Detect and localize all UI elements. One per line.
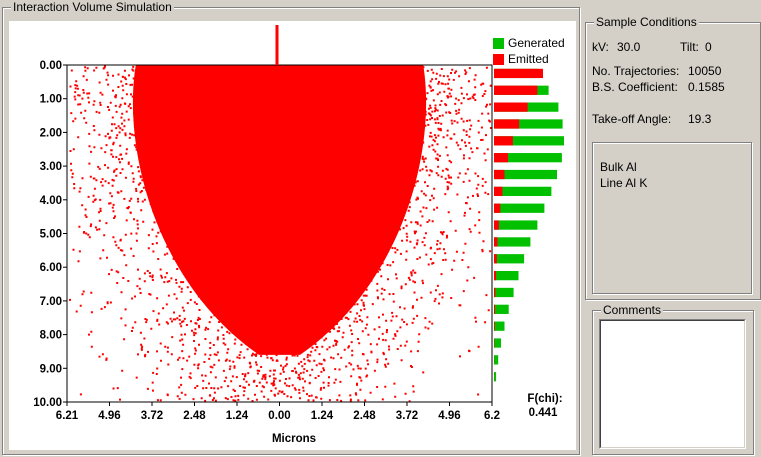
generated-bar [494,136,564,146]
y-tick-label: 3.00 [40,161,62,173]
x-tick-label: 2.48 [353,410,376,422]
emitted-bar [494,136,513,146]
x-tick-label: 3.72 [396,410,418,422]
bs-coefficient-value: 0.1585 [688,80,725,94]
emitted-bar [494,254,497,264]
legend-generated-label: Generated [508,36,565,50]
x-tick-label: 1.24 [226,410,249,422]
takeoff-angle-value: 19.3 [688,112,712,126]
emitted-bar [494,68,543,79]
emitted-bar [494,119,520,129]
bs-coefficient-label: B.S. Coefficient: [592,80,678,94]
y-tick-label: 5.00 [40,229,62,241]
emitted-bar [494,237,498,247]
emitted-bar [494,186,503,197]
legend-generated: Generated [493,36,565,50]
fchi-value: 0.441 [529,407,558,419]
y-tick-label: 9.00 [40,363,62,375]
depth-profile-layer [494,68,564,382]
legend-emitted: Emitted [493,52,549,66]
x-tick-label: 2.48 [183,410,206,422]
interaction-volume-title: Interaction Volume Simulation [11,0,174,14]
generated-bar [494,338,501,348]
emitted-swatch [493,53,504,65]
interaction-volume-group: Interaction Volume Simulation [2,0,580,455]
generated-bar [494,186,552,197]
generated-bar [494,304,509,314]
tilt-value: 0 [705,40,712,54]
generated-bar [494,372,497,382]
generated-bar [494,203,545,213]
generated-bar [494,287,514,298]
comments-textarea[interactable] [599,319,746,449]
y-tick-label: 1.00 [40,94,62,106]
generated-bar [494,169,557,180]
generated-bar [494,355,499,365]
emitted-bar [494,304,496,314]
generated-swatch [493,37,504,49]
generated-bar [494,321,505,331]
emitted-bar [494,220,499,230]
emitted-bar [494,321,495,331]
y-tick-label: 10.00 [33,397,62,409]
y-tick-label: 0.00 [40,60,62,72]
axis-layer: 0.00 1.00 2.00 3.00 4.00 5.00 6.00 7.00 8.00 9.00… [33,60,500,422]
material-line-1: Bulk Al [600,160,637,174]
kv-value: 30.0 [617,40,641,54]
emitted-bar [494,102,528,112]
y-tick-label: 2.00 [40,127,62,139]
x-tick-label: 1.24 [311,410,334,422]
plot-panel: 0.00 1.00 2.00 3.00 4.00 5.00 6.00 7.00 8.00 9.00… [9,21,576,450]
trajectory-core [132,65,427,355]
emitted-bar [494,203,501,213]
generated-bar [494,270,519,281]
emitted-bar [494,153,508,163]
comments-title: Comments [601,303,664,317]
plot-svg: 0.00 1.00 2.00 3.00 4.00 5.00 6.00 7.00 8.00 9.00… [33,25,564,445]
fchi-label: F(chi): [527,393,562,405]
trajectories-value: 10050 [688,64,722,78]
y-tick-label: 8.00 [40,330,62,342]
y-tick-label: 7.00 [40,296,62,308]
generated-bar [494,119,563,129]
generated-bar [494,254,525,264]
tilt-label: Tilt: [680,40,699,54]
scatter-layer [69,65,492,403]
generated-bar [494,237,531,247]
legend-emitted-label: Emitted [508,52,549,66]
y-tick-label: 4.00 [40,195,62,207]
takeoff-angle-label: Take-off Angle: [592,112,672,126]
material-line-2: Line Al K [600,176,648,190]
emitted-bar [494,85,538,95]
x-tick-label: 6.2 [484,410,500,422]
x-tick-label: 3.72 [141,410,163,422]
x-tick-label: 6.21 [56,410,79,422]
emitted-bar [494,287,496,298]
generated-bar [494,220,538,230]
trajectory-scatter-points [69,65,492,403]
x-tick-label: 4.96 [438,410,460,422]
trajectories-label: No. Trajectories: [592,64,680,78]
x-tick-label: 4.96 [98,410,120,422]
kv-label: kV: [592,40,609,54]
emitted-bar [494,270,497,281]
material-box [592,142,752,294]
y-tick-label: 6.00 [40,262,62,274]
emitted-bar [494,169,505,180]
x-tick-label: 0.00 [268,410,290,422]
x-axis-label: Microns [272,433,316,445]
generated-bar [494,153,562,163]
sample-conditions-group: Sample Conditions [585,15,761,300]
sample-conditions-title: Sample Conditions [594,15,699,29]
comments-group: Comments [592,303,754,455]
